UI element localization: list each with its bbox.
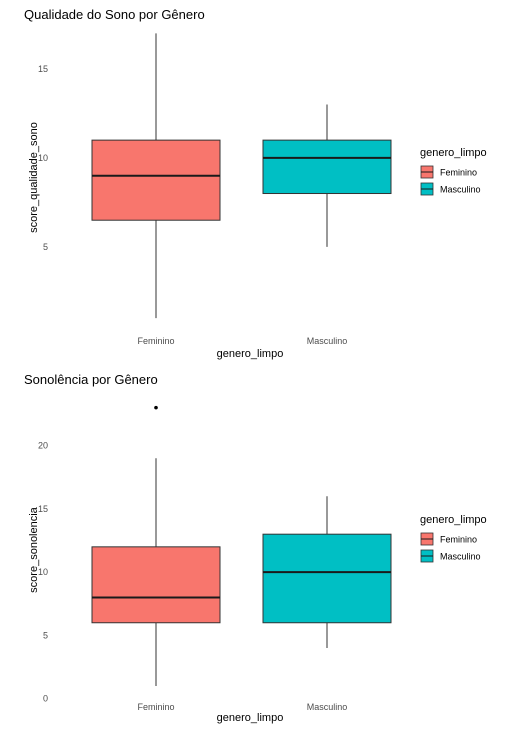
y-tick-label: 10	[38, 153, 48, 163]
legend-key-feminino: Feminino	[420, 165, 477, 179]
x-tick-label: Masculino	[307, 702, 348, 712]
chart-panel-1: Qualidade do Sono por Gênero 5 10 15 Feminin…	[24, 7, 487, 360]
y-tick-label: 0	[43, 694, 48, 704]
y-axis-title: score_qualidade_sono	[28, 122, 40, 233]
legend-label: Masculino	[440, 552, 481, 562]
y-tick-label: 15	[38, 504, 48, 514]
legend: genero_limpo Feminino Masculino	[420, 514, 487, 563]
chart-panel-2: Sonolência por Gênero 0 5 10 15 20 Feminino Mas…	[24, 372, 487, 724]
legend-label: Feminino	[440, 535, 477, 545]
y-axis-title: score_sonolencia	[28, 506, 40, 592]
y-tick-label: 5	[43, 242, 48, 252]
box-iqr	[91, 546, 221, 624]
legend-key-masculino: Masculino	[420, 182, 481, 196]
outlier-point	[154, 405, 158, 410]
legend-title: genero_limpo	[420, 514, 487, 526]
legend-title: genero_limpo	[420, 147, 487, 159]
x-axis-title: genero_limpo	[217, 348, 284, 360]
y-tick-label: 15	[38, 64, 48, 74]
legend: genero_limpo Feminino Masculino	[420, 147, 487, 196]
box-iqr	[262, 139, 392, 195]
y-tick-label: 5	[43, 630, 48, 640]
box-iqr	[91, 139, 221, 221]
chart-title: Qualidade do Sono por Gênero	[24, 7, 205, 22]
x-tick-label: Feminino	[137, 336, 174, 346]
boxplot-masculino	[262, 104, 392, 247]
x-tick-label: Feminino	[137, 702, 174, 712]
legend-label: Masculino	[440, 185, 481, 195]
legend-key-masculino: Masculino	[420, 549, 481, 563]
boxplot-feminino	[91, 33, 221, 319]
box-iqr	[262, 533, 392, 624]
x-axis-title: genero_limpo	[217, 712, 284, 724]
boxplot-masculino	[262, 496, 392, 649]
y-tick-label: 10	[38, 567, 48, 577]
y-tick-label: 20	[38, 441, 48, 451]
legend-label: Feminino	[440, 168, 477, 178]
boxplot-feminino	[91, 405, 221, 687]
x-tick-label: Masculino	[307, 336, 348, 346]
chart-title: Sonolência por Gênero	[24, 372, 158, 387]
legend-key-feminino: Feminino	[420, 532, 477, 546]
